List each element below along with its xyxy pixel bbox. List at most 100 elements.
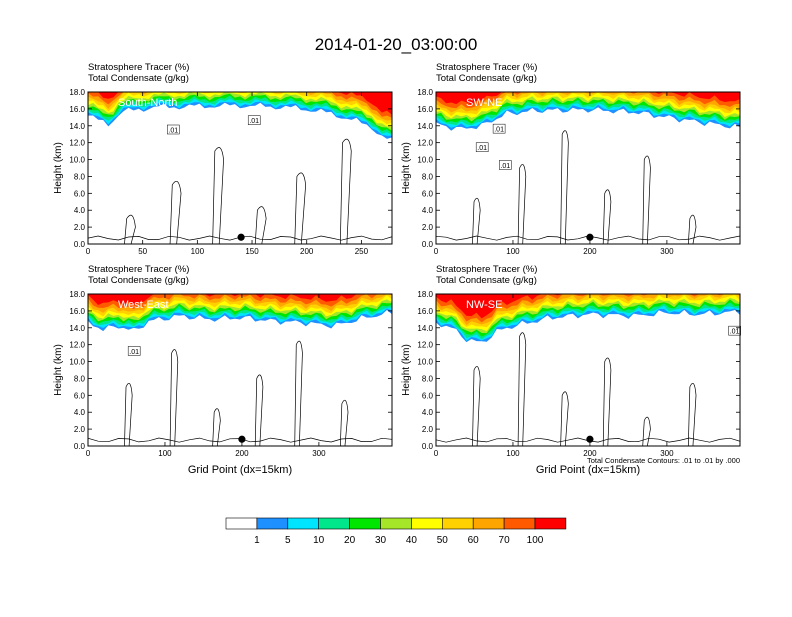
contour-line	[517, 332, 527, 446]
y-tick-label: 18.0	[417, 88, 433, 97]
contour-line	[212, 408, 221, 446]
colorbar: 1 5 10 20 30 40 50 60 70 100	[225, 517, 567, 546]
colorbar-label: 10	[313, 535, 325, 546]
x-tick-label: 200	[235, 449, 249, 458]
y-tick-label: 16.0	[417, 307, 433, 316]
tracer-band-5	[88, 92, 392, 131]
colorbar-label: 50	[437, 535, 449, 546]
y-tick-label: 2.0	[422, 223, 434, 232]
y-tick-label: 0.0	[74, 442, 86, 451]
panel-header-line: Stratosphere Tracer (%)	[436, 62, 537, 73]
contour-line	[124, 214, 136, 244]
colorbar-label: 1	[254, 535, 260, 546]
tracer-field	[436, 92, 740, 131]
contour-line	[602, 357, 612, 446]
y-tick-label: 2.0	[74, 223, 86, 232]
contour-label-box	[475, 142, 489, 152]
contour-line	[88, 235, 392, 241]
tracer-band-8	[436, 92, 740, 113]
tracer-band-4	[88, 92, 392, 134]
plot-frame	[87, 293, 393, 447]
condensate-contours	[436, 332, 740, 446]
y-tick-label: 18.0	[69, 88, 85, 97]
contour-line	[212, 147, 224, 244]
colorbar-label: 40	[406, 535, 418, 546]
figure-title: 2014-01-20_03:00:00	[315, 35, 478, 54]
contour-line	[436, 235, 740, 241]
tracer-band-10	[88, 294, 392, 305]
panel-label: West-East	[118, 299, 169, 311]
x-tick-label: 100	[158, 449, 172, 458]
y-tick-label: 10.0	[69, 156, 85, 165]
colorbar-swatch	[411, 517, 443, 530]
contour-line	[560, 391, 569, 446]
colorbar-swatch	[472, 517, 505, 530]
condensate-contours	[436, 130, 740, 244]
panel-sw-ne: .01 .01 .01 0.0 2.0 4.0 6.0 8.0 10.0 12.0 14.0 16.0…	[401, 62, 741, 256]
panel-west-east: .01 0.0 2.0 4.0 6.0 8.0 10.0 12.0 14.0 16.0 18.0 0 1…	[53, 264, 393, 476]
panel-header-line: Total Condensate (g/kg)	[88, 73, 189, 84]
y-tick-label: 16.0	[417, 105, 433, 114]
y-tick-label: 8.0	[74, 172, 86, 181]
tracer-band-10	[436, 92, 740, 105]
x-tick-label: 150	[245, 247, 259, 256]
contour-label-box	[167, 124, 180, 135]
colorbar-label: 20	[344, 535, 356, 546]
y-tick-label: 16.0	[69, 307, 85, 316]
colorbar-swatch	[287, 517, 319, 530]
y-tick-label: 2.0	[74, 425, 86, 434]
x-tick-label: 300	[660, 247, 674, 256]
panel-header-line: Stratosphere Tracer (%)	[436, 264, 537, 275]
y-tick-label: 14.0	[417, 324, 433, 333]
contour-label: .01	[477, 145, 487, 152]
contour-label: .01	[500, 163, 510, 170]
colorbar-label: 5	[285, 535, 291, 546]
x-tick-label: 100	[506, 449, 520, 458]
contour-line	[294, 340, 303, 446]
y-tick-label: 12.0	[417, 341, 433, 350]
contour-line	[687, 382, 697, 446]
contour-line	[124, 382, 133, 446]
y-axis-label: Height (km)	[53, 142, 64, 194]
y-tick-label: 4.0	[74, 408, 86, 417]
y-tick-label: 14.0	[69, 122, 85, 131]
tracer-field	[436, 294, 740, 343]
x-tick-label: 0	[86, 247, 91, 256]
x-tick-label: 0	[434, 247, 439, 256]
contour-line	[687, 214, 697, 244]
tracer-band-10	[436, 294, 740, 319]
x-tick-label: 100	[191, 247, 205, 256]
panel-header-line: Stratosphere Tracer (%)	[88, 62, 189, 73]
y-tick-label: 6.0	[422, 391, 434, 400]
contour-line	[472, 197, 481, 244]
y-tick-label: 6.0	[74, 189, 86, 198]
contour-line	[560, 130, 569, 244]
colorbar-swatch	[225, 517, 258, 530]
y-tick-label: 10.0	[417, 156, 433, 165]
contour-line	[169, 349, 179, 446]
contour-label-box	[492, 123, 506, 134]
x-tick-label: 0	[434, 449, 439, 458]
y-tick-label: 8.0	[422, 374, 434, 383]
y-tick-label: 4.0	[422, 408, 434, 417]
panel-header-line: Stratosphere Tracer (%)	[88, 264, 189, 275]
x-tick-label: 200	[583, 247, 597, 256]
y-tick-label: 6.0	[422, 189, 434, 198]
colorbar-swatch	[380, 517, 412, 530]
contour-line	[254, 374, 264, 446]
location-marker	[586, 435, 594, 443]
y-tick-label: 12.0	[69, 341, 85, 350]
y-tick-label: 18.0	[417, 290, 433, 299]
contour-line	[602, 189, 612, 244]
y-tick-label: 0.0	[422, 240, 434, 249]
y-axis-label: Height (km)	[53, 344, 64, 396]
contour-label-box	[127, 346, 141, 356]
contour-line	[339, 138, 352, 244]
contour-line	[642, 155, 651, 244]
contour-label-box	[728, 325, 741, 336]
x-axis-label: Grid Point (dx=15km)	[188, 464, 292, 476]
y-axis-label: Height (km)	[401, 344, 412, 396]
panel-label: South-North	[118, 97, 177, 109]
panel-south-north: .01 .01 0.0 2.0 4.0 6.0 8.0 10.0 12.0 14.0 16.0 18.…	[53, 62, 393, 256]
